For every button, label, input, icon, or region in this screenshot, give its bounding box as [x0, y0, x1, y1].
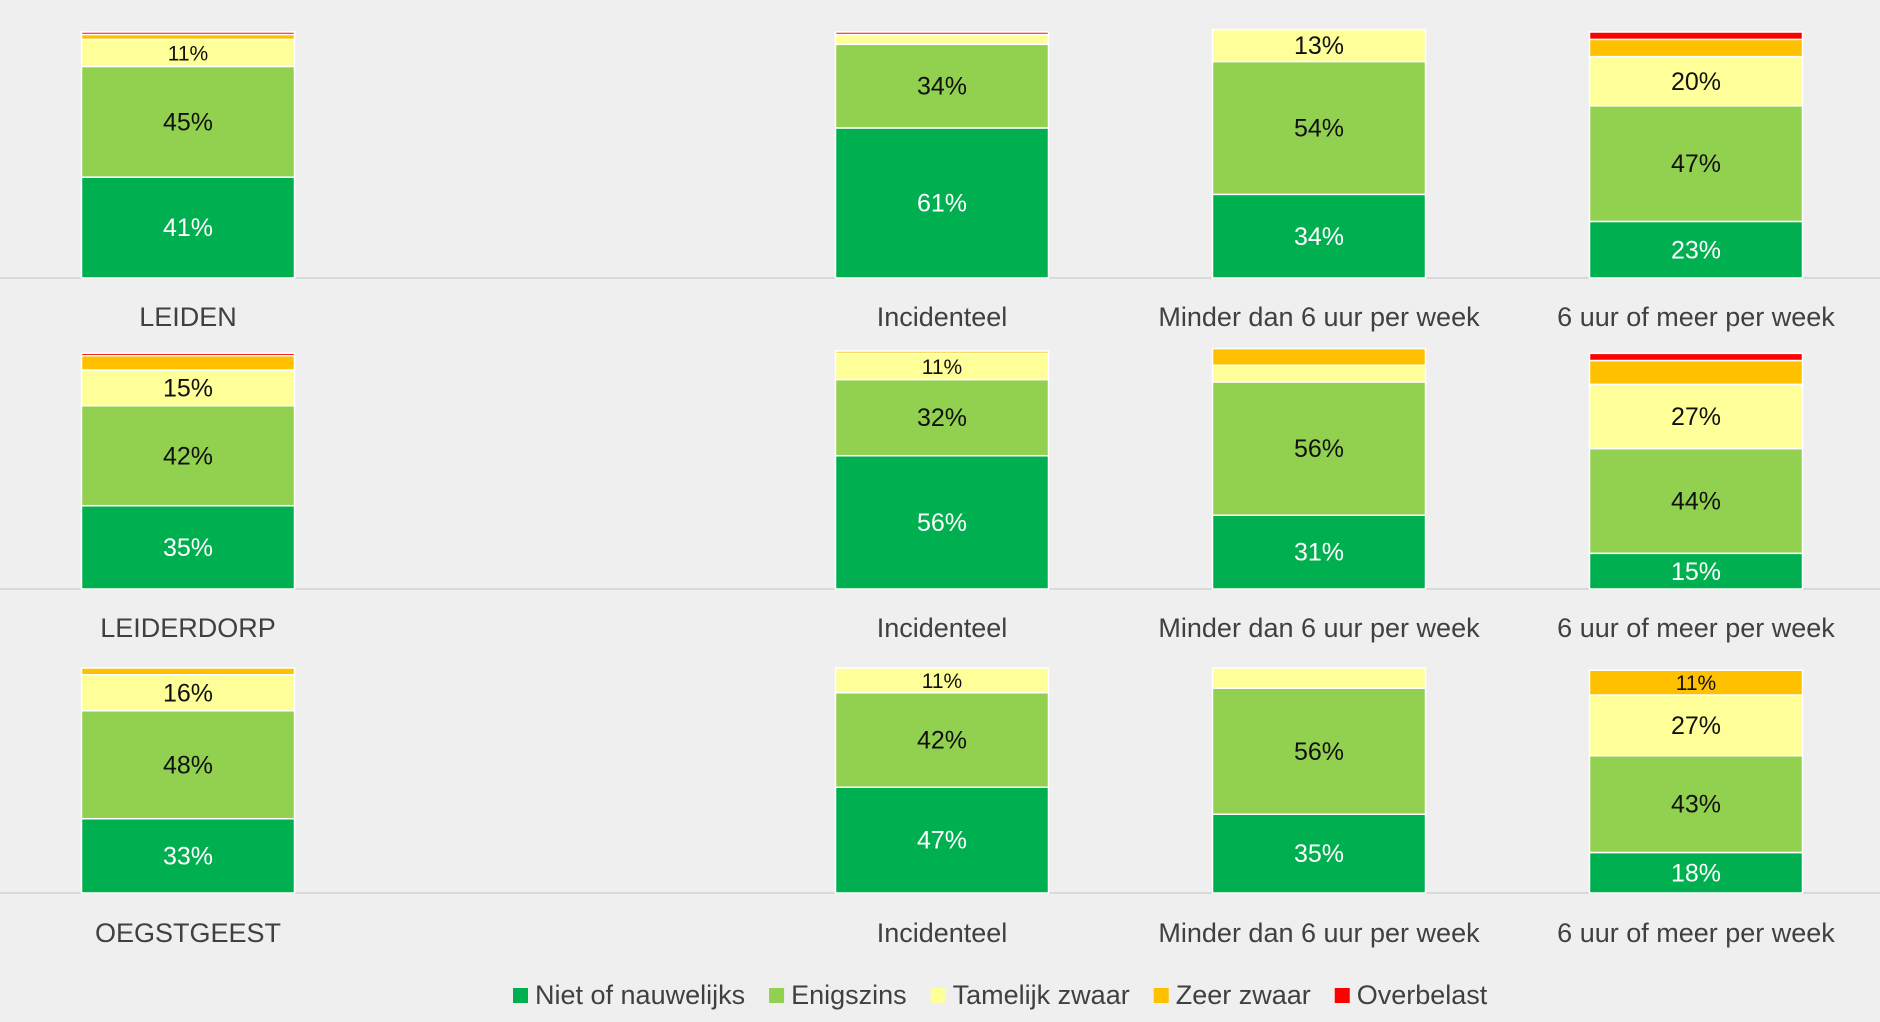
data-label: 11% [922, 356, 962, 379]
bar-segment [1588, 38, 1804, 58]
legend-label: Niet of nauwelijks [535, 980, 745, 1010]
data-label: 34% [1294, 223, 1344, 251]
data-label: 35% [163, 534, 213, 562]
data-label: 32% [917, 404, 967, 432]
legend-swatch [769, 988, 785, 1003]
legend-label: Overbelast [1357, 980, 1488, 1010]
bar-segment [1211, 193, 1427, 279]
legend-swatch [513, 988, 528, 1003]
legend-swatch [1334, 988, 1350, 1003]
data-label: 33% [163, 842, 213, 870]
bar-segment [1588, 447, 1804, 555]
bar-segment [1588, 383, 1804, 450]
data-label: 47% [1671, 150, 1721, 178]
bar-segment [1588, 552, 1804, 590]
bar-segment [80, 369, 296, 407]
bar-segment [80, 504, 296, 590]
data-label: 56% [1294, 738, 1344, 766]
data-label: 16% [163, 679, 213, 707]
bar-segment [1588, 220, 1804, 279]
bar-segment [80, 31, 296, 36]
legend-swatch [930, 988, 946, 1003]
data-label: 11% [168, 42, 208, 65]
data-label: 44% [1671, 488, 1721, 516]
data-label: 11% [922, 670, 962, 693]
bar-segment [1211, 514, 1427, 590]
bar-segment [1588, 31, 1804, 41]
data-label: 18% [1671, 859, 1721, 887]
x-tick-label: LEIDERDORP [100, 613, 276, 643]
data-label: 15% [163, 374, 213, 402]
bar-segment [834, 667, 1050, 694]
bar-segment [80, 176, 296, 279]
bar-segment [80, 352, 296, 357]
x-tick-label: Minder dan 6 uur per week [1158, 613, 1480, 643]
bar-segment [1211, 381, 1427, 516]
data-label: 42% [917, 727, 967, 755]
x-tick-label: OEGSTGEEST [95, 918, 281, 948]
data-label: 54% [1294, 115, 1344, 143]
x-tick-label: Incidenteel [877, 613, 1008, 643]
x-tick-label: Minder dan 6 uur per week [1158, 918, 1480, 948]
bar-segment [80, 355, 296, 371]
bar-segment [834, 692, 1050, 788]
data-label: 41% [163, 214, 213, 242]
data-label: 15% [1671, 558, 1721, 586]
bar-segment [80, 667, 296, 676]
bar-segment [80, 818, 296, 894]
bar-segment [1588, 105, 1804, 223]
data-label: 11% [1676, 672, 1716, 695]
bar-segment [1211, 364, 1427, 383]
bar-segment [80, 674, 296, 712]
bar-segment [1211, 687, 1427, 815]
bar-segment [80, 65, 296, 178]
data-label: 31% [1294, 539, 1344, 567]
bar-segment [1588, 755, 1804, 854]
bar-segment [80, 710, 296, 820]
data-label: 47% [917, 827, 967, 855]
data-label: 56% [917, 509, 967, 537]
data-label: 20% [1671, 68, 1721, 96]
bar-segment [1588, 359, 1804, 386]
x-tick-label: 6 uur of meer per week [1557, 613, 1835, 643]
data-label: 35% [1294, 840, 1344, 868]
bar-segment [834, 350, 1050, 355]
bar-segment [80, 404, 296, 507]
data-label: 45% [163, 108, 213, 136]
bar-segment [1211, 667, 1427, 689]
bar-segment [834, 127, 1050, 279]
legend-label: Zeer zwaar [1176, 980, 1311, 1010]
x-tick-label: LEIDEN [139, 302, 237, 332]
bar-segment [834, 43, 1050, 129]
bar-segment [1588, 352, 1804, 362]
bar-segment [1211, 60, 1427, 196]
data-label: 43% [1671, 791, 1721, 819]
bar-segment [834, 33, 1050, 46]
bar-segment [834, 31, 1050, 36]
data-label: 61% [917, 190, 967, 218]
data-label: 56% [1294, 435, 1344, 463]
legend-label: Enigszins [791, 980, 907, 1010]
legend-label: Tamelijk zwaar [953, 980, 1130, 1010]
data-label: 27% [1671, 403, 1721, 431]
x-tick-label: 6 uur of meer per week [1557, 918, 1835, 948]
data-label: 27% [1671, 712, 1721, 740]
data-label: 42% [163, 442, 213, 470]
data-label: 13% [1294, 32, 1344, 60]
bar-segment [834, 786, 1050, 894]
x-tick-label: Minder dan 6 uur per week [1158, 302, 1480, 332]
x-tick-label: 6 uur of meer per week [1557, 302, 1835, 332]
bar-segment [1588, 669, 1804, 696]
bar-segment [1588, 55, 1804, 107]
legend-swatch [1153, 988, 1169, 1003]
data-label: 23% [1671, 236, 1721, 264]
bar-segment [1211, 347, 1427, 367]
x-tick-label: Incidenteel [877, 302, 1008, 332]
data-label: 34% [917, 73, 967, 101]
data-label: 48% [163, 751, 213, 779]
x-tick-label: Incidenteel [877, 918, 1008, 948]
bar-segment [1211, 28, 1427, 63]
bar-segment [1211, 813, 1427, 894]
